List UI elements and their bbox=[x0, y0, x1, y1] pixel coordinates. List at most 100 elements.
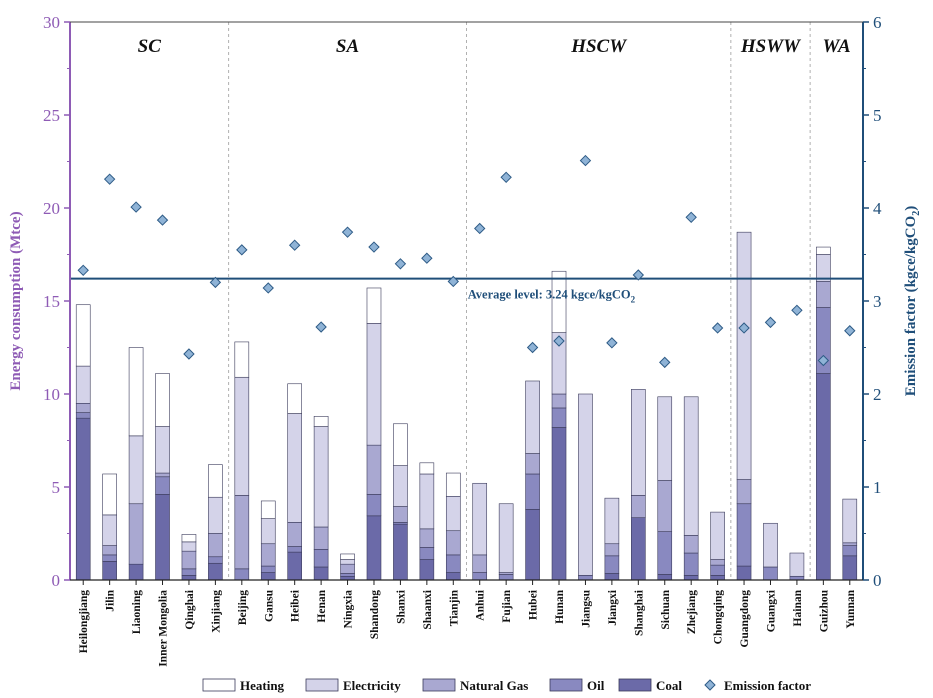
right-tick-label: 3 bbox=[873, 292, 882, 311]
emission-factor-point bbox=[394, 258, 407, 270]
bar-segment-heating bbox=[128, 347, 144, 437]
category-label: Shaanxi bbox=[422, 589, 434, 629]
category-label: Anhui bbox=[475, 589, 487, 620]
bar-segment-electricity bbox=[75, 365, 91, 404]
bar-segment-coal bbox=[683, 575, 699, 581]
bar-segment-electricity bbox=[736, 231, 752, 480]
bar-segment-electricity bbox=[128, 435, 144, 505]
region-label: HSWW bbox=[740, 36, 801, 57]
legend-label: Heating bbox=[240, 678, 285, 693]
bar-segment-natural-gas bbox=[631, 495, 646, 518]
left-tick-label: 5 bbox=[52, 478, 61, 497]
emission-factor-point bbox=[606, 337, 618, 349]
bar-segment-coal bbox=[75, 417, 91, 581]
bar-segment-heating bbox=[234, 341, 250, 378]
bar-segment-natural-gas bbox=[419, 528, 435, 548]
right-tick-label: 6 bbox=[873, 13, 882, 32]
right-tick-label: 0 bbox=[873, 571, 882, 590]
bar-segment-oil bbox=[604, 555, 620, 574]
bar-segment-oil bbox=[287, 546, 302, 553]
legend-label: Coal bbox=[656, 678, 682, 693]
legend-label: Emission factor bbox=[724, 678, 811, 693]
bar-segment-oil bbox=[234, 568, 250, 581]
category-label: Hubei bbox=[528, 589, 540, 620]
right-tick-label: 2 bbox=[873, 385, 882, 404]
bar-segment-oil bbox=[208, 556, 223, 564]
category-label: Xinjiang bbox=[210, 590, 222, 633]
bar-segment-heating bbox=[445, 472, 461, 497]
region-divider-layer bbox=[228, 22, 811, 580]
bar-segment-oil bbox=[657, 531, 673, 575]
emission-factor-point bbox=[764, 316, 777, 329]
bar-segment-oil bbox=[578, 575, 593, 581]
legend-label: Natural Gas bbox=[460, 678, 528, 693]
bar-segment-electricity bbox=[472, 482, 488, 556]
bar-segment-natural-gas bbox=[525, 453, 540, 475]
legend-label: Electricity bbox=[343, 678, 401, 693]
category-label: Heibei bbox=[290, 589, 302, 622]
left-tick-label: 20 bbox=[43, 199, 60, 218]
emission-factor-point bbox=[315, 321, 327, 333]
bar-segment-electricity bbox=[260, 518, 276, 545]
legend-swatch-heating bbox=[202, 678, 236, 692]
bar-segment-electricity bbox=[313, 426, 329, 528]
bar-segment-natural-gas bbox=[445, 530, 461, 556]
category-label: Sichuan bbox=[660, 589, 672, 629]
bar-segment-coal bbox=[366, 515, 382, 581]
emission-factor-point bbox=[553, 335, 565, 347]
bar-segment-heating bbox=[75, 304, 91, 367]
bar-segment-coal bbox=[181, 575, 197, 581]
emission-factor-point bbox=[711, 322, 724, 334]
category-label: Heilongjiang bbox=[78, 590, 90, 654]
bar-segment-coal bbox=[736, 565, 752, 581]
bar-segment-heating bbox=[208, 464, 223, 498]
region-labels: SC SA HSCW HSWW WA bbox=[138, 36, 851, 57]
bar-segment-oil bbox=[763, 566, 778, 581]
bar-segment-natural-gas bbox=[604, 543, 620, 557]
bar-segment-natural-gas bbox=[657, 480, 673, 532]
bar-segment-coal bbox=[128, 563, 144, 581]
bar-segment-coal bbox=[710, 575, 725, 581]
left-tick-label: 25 bbox=[43, 106, 60, 125]
bar-segment-heating bbox=[313, 416, 329, 427]
emission-factor-point bbox=[817, 354, 830, 367]
legend: Heating Electricity Natural Gas Oil Coal Emis… bbox=[202, 678, 811, 693]
bar-segment-electricity bbox=[498, 503, 514, 573]
left-axis-title: Energy consumption (Mtce) bbox=[8, 211, 24, 390]
emission-factor-point bbox=[77, 264, 89, 277]
bar-segment-coal bbox=[208, 562, 223, 581]
category-label: Guizhou bbox=[818, 589, 830, 632]
category-label: Shandong bbox=[369, 590, 381, 639]
emission-factor-point bbox=[474, 222, 486, 235]
category-label: Zhejiang bbox=[686, 590, 698, 634]
bar-segment-natural-gas bbox=[287, 522, 302, 547]
average-line-layer: Average level: 3.24 kgce/kgCO2 bbox=[70, 277, 863, 305]
bar-segment-coal bbox=[816, 373, 831, 581]
right-tick-label: 5 bbox=[873, 106, 882, 125]
bar-segment-oil bbox=[419, 547, 435, 560]
emission-factor-point bbox=[103, 173, 116, 185]
bar-segment-coal bbox=[155, 494, 170, 581]
bar-segment-heating bbox=[102, 473, 117, 516]
emission-factor-point bbox=[791, 304, 803, 317]
bar-segment-electricity bbox=[657, 396, 673, 481]
bar-segment-coal bbox=[313, 566, 329, 581]
bar-segment-coal bbox=[551, 427, 567, 581]
bar-segment-oil bbox=[551, 407, 567, 428]
category-label: Tianjin bbox=[448, 589, 460, 626]
left-tick-label: 30 bbox=[43, 13, 60, 32]
bar-segment-electricity bbox=[393, 465, 408, 507]
emission-factor-point bbox=[632, 269, 645, 281]
bar-segment-natural-gas bbox=[816, 281, 831, 308]
bar-segment-electricity bbox=[710, 511, 725, 560]
category-label: Henan bbox=[316, 589, 328, 622]
bar-segment-heating bbox=[181, 534, 197, 543]
emission-factor-point bbox=[685, 211, 697, 224]
bar-segment-heating bbox=[419, 462, 435, 475]
left-tick-label: 15 bbox=[43, 292, 60, 311]
emission-factor-point bbox=[262, 282, 274, 294]
bar-segment-coal bbox=[445, 572, 461, 581]
category-label: Inner Mongolia bbox=[158, 590, 170, 667]
bar-segment-oil bbox=[340, 573, 355, 577]
bar-segment-heating bbox=[366, 287, 382, 324]
